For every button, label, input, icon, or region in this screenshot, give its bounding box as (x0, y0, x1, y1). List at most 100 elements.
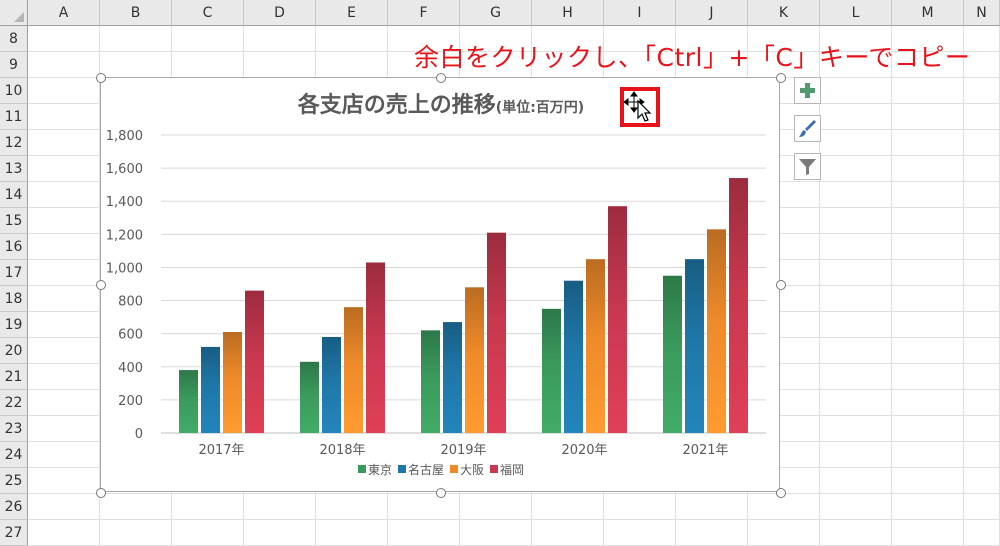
row-header-25[interactable]: 25 (0, 468, 28, 494)
column-header-F[interactable]: F (388, 0, 460, 26)
paintbrush-icon (799, 120, 816, 137)
legend-label: 福岡 (500, 462, 524, 477)
chart-title-suffix: (単位:百万円) (496, 99, 584, 116)
row-header-21[interactable]: 21 (0, 364, 28, 390)
column-header-E[interactable]: E (316, 0, 388, 26)
row-header-17[interactable]: 17 (0, 260, 28, 286)
row-header-22[interactable]: 22 (0, 390, 28, 416)
bar-名古屋-2020年[interactable] (564, 280, 583, 433)
x-tick-label: 2021年 (682, 443, 728, 458)
chart-styles-button[interactable] (794, 115, 821, 142)
column-header-B[interactable]: B (100, 0, 172, 26)
y-tick-label: 0 (135, 427, 143, 442)
bar-大阪-2019年[interactable] (465, 287, 484, 433)
chart-filters-button[interactable] (794, 153, 821, 180)
bar-東京-2020年[interactable] (542, 308, 561, 433)
column-header-J[interactable]: J (676, 0, 748, 26)
chart-elements-button[interactable] (794, 77, 821, 104)
bar-大阪-2018年[interactable] (344, 307, 363, 433)
column-header-I[interactable]: I (604, 0, 676, 26)
chart-area[interactable]: 各支店の売上の推移(単位:百万円) 0 200 400 600 800 1,000 1,20… (100, 77, 780, 492)
row-header-9[interactable]: 9 (0, 52, 28, 78)
row-header-27[interactable]: 27 (0, 520, 28, 546)
plus-icon (800, 83, 815, 98)
legend-swatch (490, 465, 498, 473)
instruction-annotation: 余白をクリックし、「Ctrl」+「C」キーでコピー (414, 43, 971, 72)
row-header-19[interactable]: 19 (0, 312, 28, 338)
column-header-K[interactable]: K (748, 0, 820, 26)
bar-東京-2017年[interactable] (179, 370, 198, 433)
row-header-12[interactable]: 12 (0, 130, 28, 156)
column-header-M[interactable]: M (892, 0, 964, 26)
legend-swatch (358, 465, 366, 473)
gridline-horizontal (28, 519, 1000, 520)
column-header-C[interactable]: C (172, 0, 244, 26)
chart-svg: 各支店の売上の推移(単位:百万円) 0 200 400 600 800 1,000 1,20… (106, 92, 766, 477)
chart-title-main: 各支店の売上の推移 (297, 92, 496, 118)
bar-東京-2019年[interactable] (421, 330, 440, 433)
bar-東京-2021年[interactable] (663, 275, 682, 433)
bar-東京-2018年[interactable] (300, 361, 319, 433)
bar-大阪-2021年[interactable] (707, 229, 726, 433)
resize-handle-bottom-left[interactable] (96, 488, 106, 498)
row-header-26[interactable]: 26 (0, 494, 28, 520)
y-tick-label: 1,200 (106, 228, 143, 243)
cursor-highlight-box (620, 87, 660, 127)
resize-handle-left[interactable] (96, 280, 106, 290)
x-tick-label: 2017年 (198, 443, 244, 458)
resize-handle-top[interactable] (436, 73, 446, 83)
column-header-N[interactable]: N (964, 0, 1000, 26)
legend-swatch (398, 465, 406, 473)
bar-福岡-2018年[interactable] (366, 262, 385, 433)
bar-名古屋-2017年[interactable] (201, 346, 220, 433)
bar-福岡-2017年[interactable] (245, 290, 264, 433)
row-header-14[interactable]: 14 (0, 182, 28, 208)
row-header-20[interactable]: 20 (0, 338, 28, 364)
y-tick-label: 600 (118, 328, 143, 343)
row-header-18[interactable]: 18 (0, 286, 28, 312)
select-all-corner[interactable] (0, 0, 28, 26)
bar-名古屋-2021年[interactable] (685, 259, 704, 433)
bar-大阪-2017年[interactable] (223, 332, 242, 433)
resize-handle-bottom[interactable] (436, 488, 446, 498)
funnel-icon (799, 159, 816, 175)
row-header-23[interactable]: 23 (0, 416, 28, 442)
gridline-horizontal (28, 493, 1000, 494)
row-header-10[interactable]: 10 (0, 78, 28, 104)
row-header-13[interactable]: 13 (0, 156, 28, 182)
column-header-D[interactable]: D (244, 0, 316, 26)
gridline-horizontal (28, 51, 1000, 52)
resize-handle-right[interactable] (776, 280, 786, 290)
bar-福岡-2019年[interactable] (487, 232, 506, 433)
legend-swatch (450, 465, 458, 473)
column-header-L[interactable]: L (820, 0, 892, 26)
row-header-11[interactable]: 11 (0, 104, 28, 130)
y-tick-label: 400 (118, 361, 143, 376)
bar-名古屋-2019年[interactable] (443, 322, 462, 433)
x-tick-label: 2020年 (561, 443, 607, 458)
row-header-16[interactable]: 16 (0, 234, 28, 260)
resize-handle-bottom-right[interactable] (776, 488, 786, 498)
resize-handle-top-left[interactable] (96, 73, 106, 83)
resize-handle-top-right[interactable] (776, 73, 786, 83)
legend-label: 大阪 (460, 463, 484, 477)
bar-大阪-2020年[interactable] (586, 259, 605, 433)
legend-label: 東京 (368, 463, 392, 477)
move-cursor-icon (623, 91, 652, 122)
row-header-15[interactable]: 15 (0, 208, 28, 234)
column-header-H[interactable]: H (532, 0, 604, 26)
y-tick-label: 1,400 (106, 195, 143, 210)
x-tick-label: 2019年 (440, 443, 486, 458)
bar-福岡-2021年[interactable] (729, 178, 748, 433)
y-tick-label: 1,600 (106, 162, 143, 177)
column-header-G[interactable]: G (460, 0, 532, 26)
column-header-A[interactable]: A (28, 0, 100, 26)
row-header-8[interactable]: 8 (0, 26, 28, 52)
bar-名古屋-2018年[interactable] (322, 336, 341, 433)
y-tick-label: 200 (118, 394, 143, 409)
bar-福岡-2020年[interactable] (608, 206, 627, 433)
y-tick-label: 1,800 (106, 129, 143, 144)
x-tick-label: 2018年 (319, 443, 365, 458)
row-header-24[interactable]: 24 (0, 442, 28, 468)
y-tick-label: 800 (118, 295, 143, 310)
